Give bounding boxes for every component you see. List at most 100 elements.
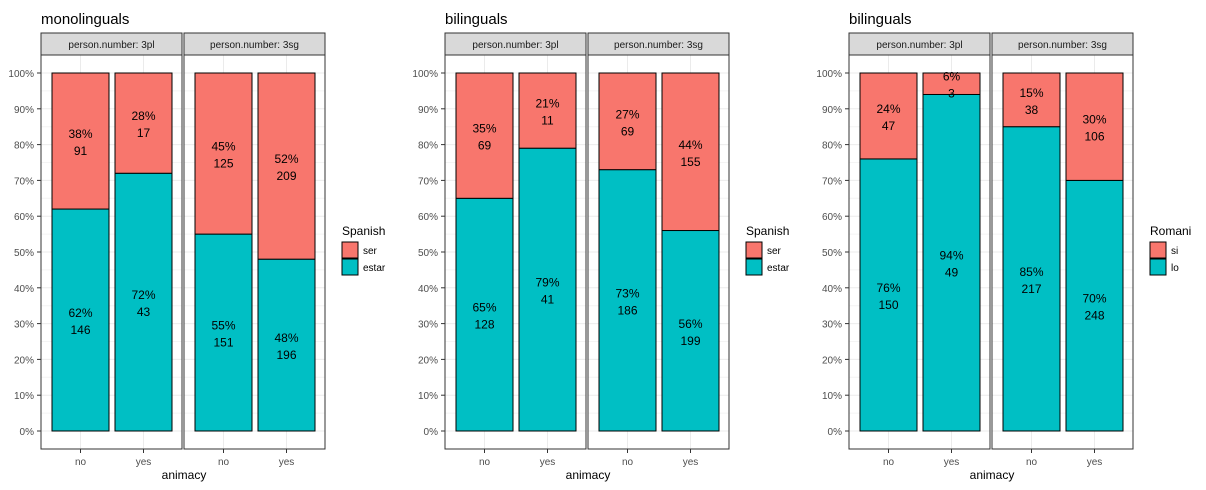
- y-tick-label: 100%: [412, 69, 438, 80]
- data-label-count: 151: [213, 336, 233, 350]
- data-label-percent: 35%: [472, 122, 496, 136]
- y-tick-label: 80%: [14, 141, 34, 152]
- legend-swatch-si: [1149, 241, 1167, 259]
- y-tick-label: 80%: [822, 141, 842, 152]
- data-label-percent: 27%: [615, 107, 639, 121]
- x-tick-label: no: [479, 457, 491, 468]
- bar-segment-ser: [455, 72, 514, 199]
- y-tick-label: 70%: [14, 176, 34, 187]
- bar-segment-lo: [859, 158, 918, 432]
- data-label-count: 69: [478, 139, 492, 153]
- y-tick-label: 100%: [816, 69, 842, 80]
- bar-segment-estar: [455, 197, 514, 432]
- data-label-count: 69: [621, 124, 635, 138]
- data-label-percent: 6%: [943, 70, 961, 84]
- data-label-count: 49: [945, 266, 959, 280]
- facet-strip-label: person.number: 3sg: [614, 40, 703, 51]
- x-axis-title: animacy: [162, 468, 207, 482]
- panel-border: [444, 54, 587, 450]
- bar-segment-si: [922, 72, 981, 95]
- data-label-count: 38: [1025, 103, 1039, 117]
- legend-label: lo: [1171, 263, 1179, 274]
- data-label-percent: 21%: [535, 97, 559, 111]
- bar-segment-estar: [518, 147, 577, 432]
- facet-1: person.number: 3pl 35% 69 65% 128 no 21% 11 79% 4…: [444, 32, 587, 468]
- y-tick-label: 0%: [424, 427, 439, 438]
- y-tick-label: 50%: [822, 248, 842, 259]
- facet-strip-label: person.number: 3pl: [68, 40, 154, 51]
- y-tick-label: 60%: [822, 212, 842, 223]
- legend-swatch-ser: [745, 241, 763, 259]
- data-label-percent: 52%: [274, 152, 298, 166]
- x-tick-label: yes: [944, 457, 960, 468]
- x-tick-label: yes: [683, 457, 699, 468]
- data-label-count: 47: [882, 119, 896, 133]
- y-tick-label: 40%: [14, 284, 34, 295]
- legend-swatch-estar: [745, 258, 763, 276]
- data-label-count: 209: [276, 169, 296, 183]
- y-tick-label: 30%: [418, 320, 438, 331]
- data-label-count: 128: [474, 318, 494, 332]
- y-tick-label: 10%: [418, 391, 438, 402]
- y-tick-label: 30%: [14, 320, 34, 331]
- data-label-percent: 70%: [1082, 292, 1106, 306]
- facet-2: person.number: 3sg 15% 38 85% 217 no 30% 106 70%…: [991, 32, 1134, 468]
- data-label-percent: 85%: [1019, 265, 1043, 279]
- bar-segment-estar: [114, 172, 173, 432]
- x-tick-label: yes: [136, 457, 152, 468]
- facet-2: person.number: 3sg 45% 125 55% 151 no 52% 209 48…: [183, 32, 326, 468]
- data-label-percent: 73%: [615, 286, 639, 300]
- data-label-percent: 79%: [535, 276, 559, 290]
- x-tick-label: no: [622, 457, 634, 468]
- bar-segment-estar: [598, 169, 657, 432]
- bar-segment-si: [859, 72, 918, 160]
- panel-border: [183, 54, 326, 450]
- data-label-count: 199: [680, 334, 700, 348]
- data-label-percent: 65%: [472, 301, 496, 315]
- y-tick-label: 30%: [822, 320, 842, 331]
- data-label-count: 146: [70, 323, 90, 337]
- y-tick-label: 40%: [418, 284, 438, 295]
- legend-label: estar: [767, 263, 790, 274]
- y-tick-label: 50%: [418, 248, 438, 259]
- data-label-percent: 15%: [1019, 86, 1043, 100]
- bar-segment-lo: [922, 93, 981, 432]
- x-tick-label: no: [75, 457, 87, 468]
- data-label-count: 217: [1021, 282, 1041, 296]
- data-label-count: 125: [213, 157, 233, 171]
- legend-title: Spanish: [342, 224, 385, 238]
- bar-segment-si: [1065, 72, 1124, 181]
- x-tick-label: yes: [1087, 457, 1103, 468]
- x-tick-label: no: [883, 457, 895, 468]
- facet-strip-label: person.number: 3pl: [472, 40, 558, 51]
- data-label-percent: 48%: [274, 331, 298, 345]
- panel-border: [991, 54, 1134, 450]
- facet-1: person.number: 3pl 38% 91 62% 146 no 28% 17 72% 4…: [40, 32, 183, 468]
- bar-segment-ser: [114, 72, 173, 174]
- x-tick-label: no: [218, 457, 230, 468]
- y-tick-label: 40%: [822, 284, 842, 295]
- data-label-percent: 94%: [939, 249, 963, 263]
- panel-border: [40, 54, 183, 450]
- bar-segment-ser: [51, 72, 110, 210]
- chart-title: bilinguals: [849, 11, 912, 28]
- legend-swatch-ser: [341, 241, 359, 259]
- data-label-count: 106: [1084, 130, 1104, 144]
- facet-1: person.number: 3pl 24% 47 76% 150 no 6% 3 94% 49 y…: [848, 32, 991, 468]
- bar-segment-lo: [1002, 126, 1061, 432]
- panel-border: [848, 54, 991, 450]
- bar-segment-si: [1002, 72, 1061, 128]
- bar-segment-ser: [518, 72, 577, 149]
- chart-title: monolinguals: [41, 11, 129, 28]
- legend-title: Romani: [1150, 224, 1191, 238]
- chart-3: bilinguals 0% 10% 20% 30% 40% 50% 60% 70% 80% 90% 1…: [816, 11, 1191, 482]
- legend-label: ser: [363, 246, 378, 257]
- data-label-count: 155: [680, 155, 700, 169]
- data-label-percent: 44%: [678, 138, 702, 152]
- data-label-count: 11: [541, 114, 554, 128]
- y-tick-label: 90%: [822, 105, 842, 116]
- legend-swatch-lo: [1149, 258, 1167, 276]
- facet-strip-label: person.number: 3sg: [1018, 40, 1107, 51]
- chart-1: monolinguals 0% 10% 20% 30% 40% 50% 60% 70% 80% 90…: [8, 11, 385, 482]
